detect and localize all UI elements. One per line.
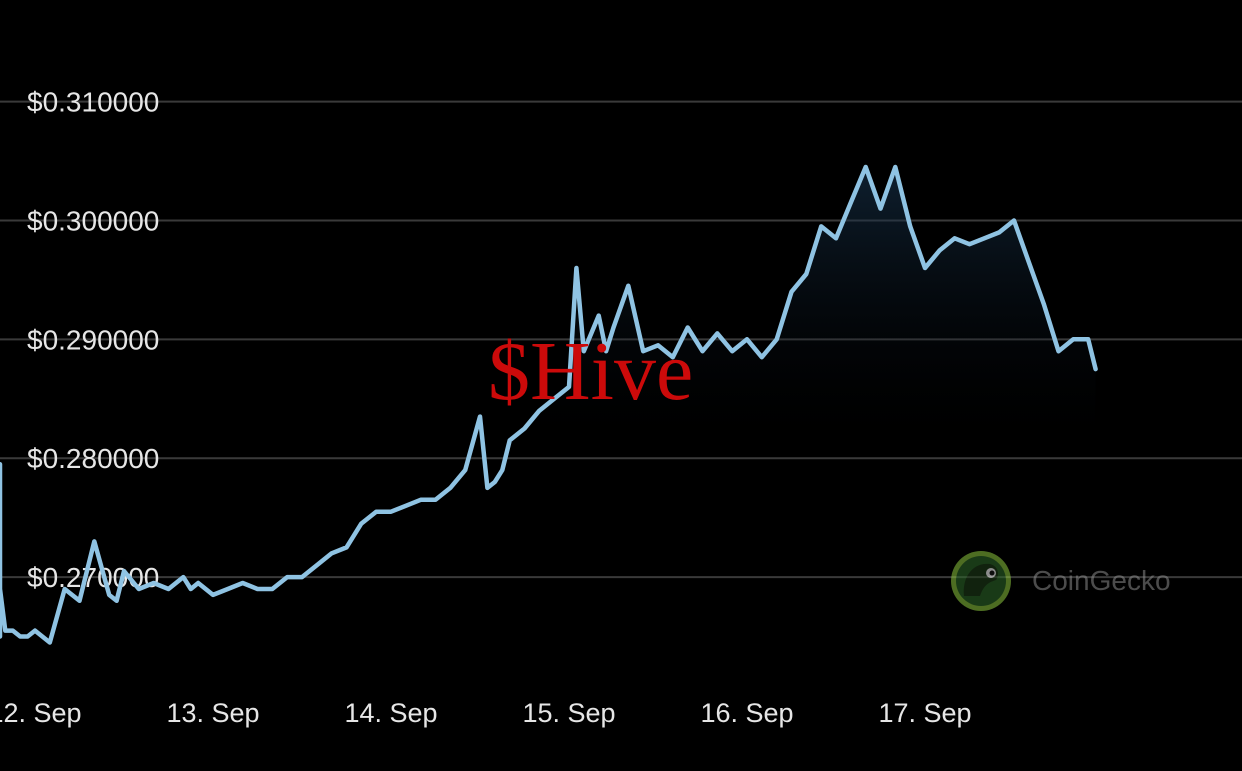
y-tick-label: $0.310000 — [27, 87, 159, 118]
price-line — [0, 164, 1098, 645]
coingecko-watermark: CoinGecko — [950, 550, 1171, 612]
price-area-fill — [0, 167, 1096, 690]
y-axis-labels: $0.270000$0.280000$0.290000$0.300000$0.3… — [27, 87, 159, 593]
x-tick-label: 14. Sep — [344, 698, 437, 728]
coingecko-logo-icon — [951, 551, 1011, 611]
overlay-title: $Hive — [488, 325, 694, 418]
x-tick-label: 13. Sep — [166, 698, 259, 728]
watermark-text: CoinGecko — [1032, 565, 1171, 596]
y-tick-label: $0.300000 — [27, 205, 159, 236]
x-tick-label: 15. Sep — [522, 698, 615, 728]
x-tick-label: 12. Sep — [0, 698, 82, 728]
y-tick-label: $0.290000 — [27, 324, 159, 355]
y-tick-label: $0.280000 — [27, 443, 159, 474]
x-tick-label: 17. Sep — [878, 698, 971, 728]
x-tick-label: 16. Sep — [700, 698, 793, 728]
